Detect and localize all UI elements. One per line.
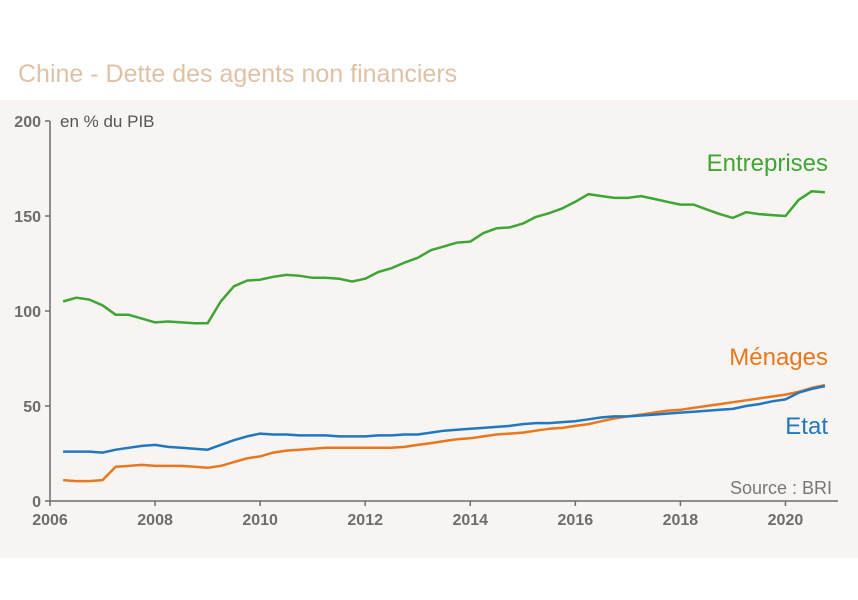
axes [49,121,838,502]
y-tick-label: 150 [14,209,41,226]
x-tick-label: 2014 [452,512,488,529]
y-tick-label: 0 [32,494,41,511]
series-group [62,190,826,483]
series-line-menages [63,383,826,483]
y-tick-label: 100 [14,304,41,321]
series-line-etat [63,384,826,454]
series-label: Ménages [729,344,828,371]
x-tick-label: 2018 [663,512,699,529]
y-tick-label: 50 [23,399,41,416]
y-tick-label: 200 [14,114,41,131]
x-tick-label: 2010 [242,512,278,529]
x-tick-label: 2006 [32,512,68,529]
source-note: Source : BRI [730,478,832,498]
series-label-group: Entreprises Ménages Etat [707,150,829,440]
x-tick-label: 2016 [558,512,594,529]
series-label: Etat [785,413,828,440]
chart-title: Chine - Dette des agents non financiers [18,60,458,88]
chart-area: 0 50 100 150 200 2006 2008 2010 2012 2014 2016 2018… [0,100,858,558]
x-tick-label: 2020 [768,512,804,529]
line-chart: 0 50 100 150 200 2006 2008 2010 2012 2014 2016 2018… [14,112,838,529]
x-tick-label: 2008 [137,512,173,529]
y-axis-label: en % du PIB [60,112,155,131]
series-line-entreprises [62,190,825,325]
series-label: Entreprises [707,150,828,177]
x-tick-label: 2012 [347,512,383,529]
tick-group: 0 50 100 150 200 2006 2008 2010 2012 2014 2016 2018… [14,114,803,529]
